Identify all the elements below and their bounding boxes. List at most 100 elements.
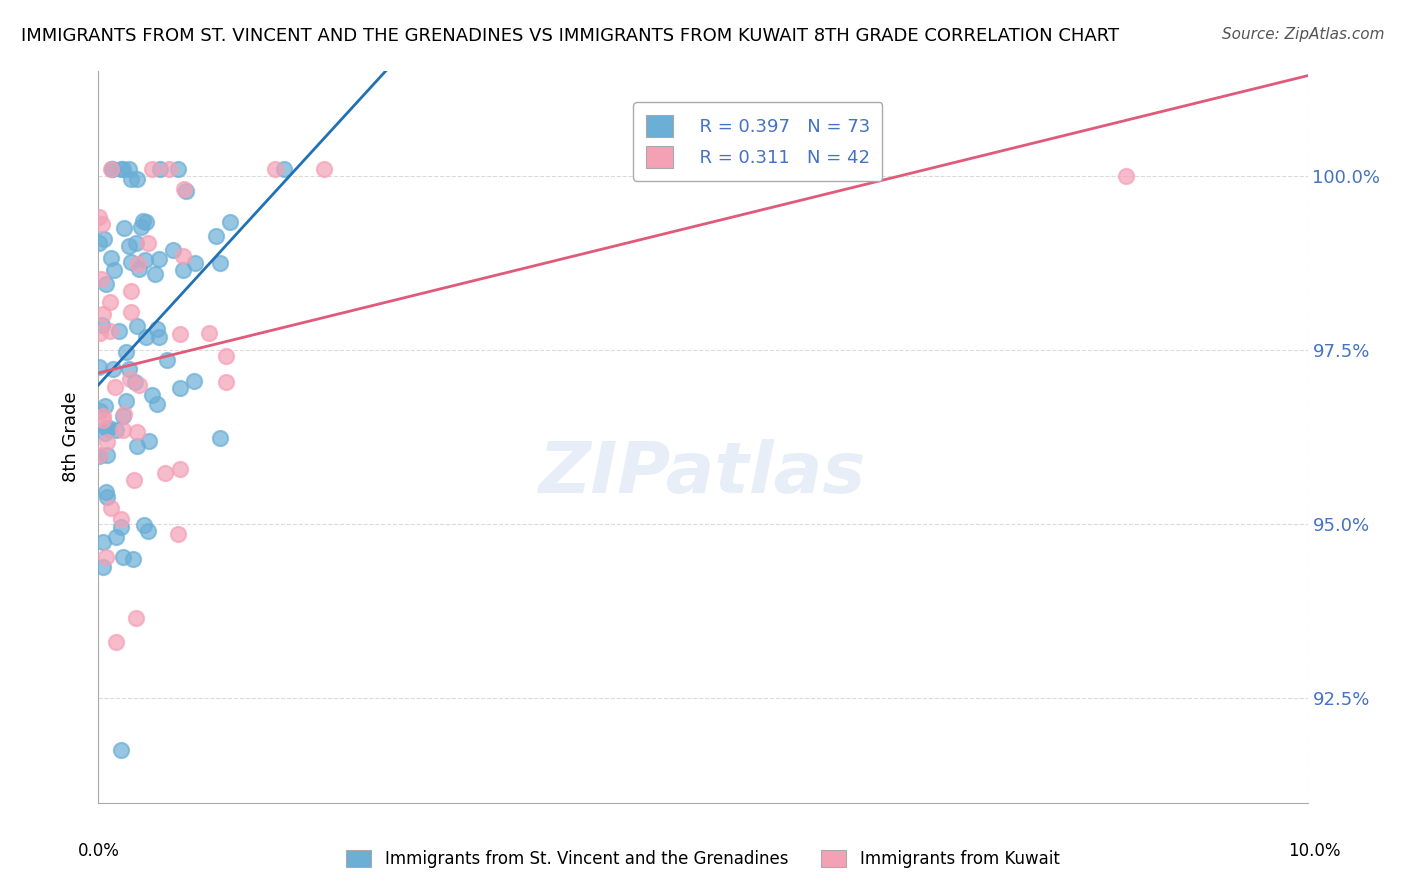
Point	[93, 232, 115, 246]
Point	[87, 448, 110, 462]
Point	[91, 534, 114, 549]
Point	[103, 263, 125, 277]
Point	[138, 524, 160, 539]
Point	[208, 431, 231, 445]
Point	[218, 215, 240, 229]
Point	[120, 255, 142, 269]
Point	[146, 322, 169, 336]
Point	[124, 375, 146, 389]
Point	[94, 426, 117, 441]
Point	[91, 560, 114, 574]
Point	[127, 257, 149, 271]
Point	[205, 229, 228, 244]
Point	[112, 407, 135, 421]
Point	[183, 374, 205, 388]
Point	[172, 249, 194, 263]
Point	[90, 272, 112, 286]
Point	[111, 423, 134, 437]
Point	[104, 531, 127, 545]
Point	[125, 235, 148, 250]
Point	[118, 372, 141, 386]
Point	[128, 378, 150, 392]
Point	[94, 400, 117, 414]
Point	[111, 161, 134, 176]
Point	[96, 448, 118, 462]
Point	[138, 434, 160, 449]
Point	[100, 251, 122, 265]
Point	[110, 520, 132, 534]
Point	[167, 161, 190, 176]
Point	[125, 171, 148, 186]
Text: ZIPatlas: ZIPatlas	[540, 439, 866, 508]
Point	[110, 161, 132, 176]
Point	[118, 238, 141, 252]
Point	[121, 552, 143, 566]
Point	[98, 421, 121, 435]
Point	[96, 434, 118, 449]
Point	[98, 294, 121, 309]
Point	[134, 252, 156, 267]
Point	[111, 409, 134, 423]
Point	[94, 420, 117, 434]
Point	[125, 318, 148, 333]
Point	[91, 217, 114, 231]
Point	[159, 161, 181, 176]
Point	[128, 262, 150, 277]
Text: IMMIGRANTS FROM ST. VINCENT AND THE GRENADINES VS IMMIGRANTS FROM KUWAIT 8TH GRA: IMMIGRANTS FROM ST. VINCENT AND THE GREN…	[21, 27, 1119, 45]
Point	[208, 256, 231, 270]
Point	[162, 243, 184, 257]
Point	[127, 425, 149, 440]
Point	[91, 318, 114, 333]
Point	[87, 211, 110, 225]
Point	[129, 220, 152, 235]
Point	[89, 449, 111, 463]
Point	[89, 326, 111, 340]
Point	[120, 305, 142, 319]
Point	[100, 500, 122, 515]
Text: 10.0%: 10.0%	[1288, 842, 1341, 860]
Point	[141, 161, 163, 176]
Point	[143, 267, 166, 281]
Point	[91, 307, 114, 321]
Point	[101, 161, 124, 176]
Point	[167, 527, 190, 541]
Point	[132, 213, 155, 227]
Point	[169, 381, 191, 395]
Point	[156, 352, 179, 367]
Legend:   R = 0.397   N = 73,   R = 0.311   N = 42: R = 0.397 N = 73, R = 0.311 N = 42	[634, 103, 883, 181]
Point	[110, 511, 132, 525]
Point	[104, 380, 127, 394]
Point	[148, 329, 170, 343]
Point	[169, 462, 191, 476]
Point	[183, 256, 205, 270]
Point	[101, 362, 124, 376]
Point	[174, 185, 197, 199]
Point	[110, 743, 132, 757]
Point	[149, 161, 172, 176]
Point	[135, 215, 157, 229]
Point	[104, 635, 127, 649]
Point	[89, 359, 111, 374]
Y-axis label: 8th Grade: 8th Grade	[62, 392, 80, 483]
Point	[96, 491, 118, 505]
Point	[215, 375, 238, 389]
Point	[112, 220, 135, 235]
Point	[153, 466, 176, 480]
Text: 0.0%: 0.0%	[77, 842, 120, 860]
Point	[135, 330, 157, 344]
Point	[314, 161, 336, 176]
Point	[94, 549, 117, 564]
Point	[93, 409, 115, 424]
Point	[91, 413, 114, 427]
Point	[101, 161, 124, 176]
Point	[112, 549, 135, 564]
Point	[125, 611, 148, 625]
Point	[215, 349, 238, 363]
Point	[169, 327, 191, 342]
Point	[120, 285, 142, 299]
Point	[89, 403, 111, 417]
Point	[98, 325, 121, 339]
Point	[145, 397, 167, 411]
Point	[263, 161, 285, 176]
Text: Source: ZipAtlas.com: Source: ZipAtlas.com	[1222, 27, 1385, 42]
